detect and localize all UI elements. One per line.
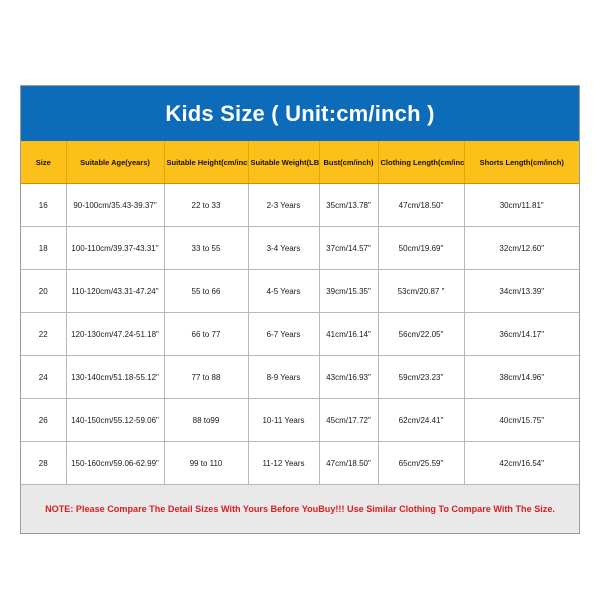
table-header-row: Size Suitable Age(years) Suitable Height(c…	[21, 141, 579, 184]
table-cell-r2-c5: 53cm/20.87 "	[378, 269, 465, 313]
table-row: 20 110-120cm/43.31-47.24" 55 to 66 4-5 Year…	[21, 269, 579, 313]
table-cell-r2-c1: 110-120cm/43.31-47.24"	[66, 269, 165, 313]
table-cell-r0-c2: 22 to 33	[164, 183, 249, 227]
note-text: NOTE: Please Compare The Detail Sizes Wi…	[45, 503, 555, 514]
table-cell-r4-c5: 59cm/23.23"	[378, 355, 465, 399]
column-header-4: Bust(cm/inch)	[319, 141, 379, 184]
table-cell-r1-c0: 18	[21, 226, 67, 270]
size-chart-card: Kids Size ( Unit:cm/inch ) Size Suitable …	[20, 85, 580, 534]
table-cell-r1-c2: 33 to 55	[164, 226, 249, 270]
table-cell-r3-c3: 6-7 Years	[248, 312, 320, 356]
table-cell-r5-c6: 40cm/15.75"	[464, 398, 579, 442]
table-cell-r5-c5: 62cm/24.41"	[378, 398, 465, 442]
table-cell-r0-c6: 30cm/11.81"	[464, 183, 579, 227]
table-cell-r4-c1: 130-140cm/51.18-55.12"	[66, 355, 165, 399]
table-cell-r5-c1: 140-150cm/55.12-59.06"	[66, 398, 165, 442]
column-header-1: Suitable Age(years)	[66, 141, 165, 184]
table-cell-r0-c3: 2-3 Years	[248, 183, 320, 227]
table-cell-r3-c6: 36cm/14.17"	[464, 312, 579, 356]
table-cell-r1-c6: 32cm/12.60"	[464, 226, 579, 270]
table-cell-r6-c3: 11-12 Years	[248, 441, 320, 485]
table-row: 28 150-160cm/59.06-62.99" 99 to 110 11-12 Y…	[21, 441, 579, 485]
column-header-0: Size	[21, 141, 67, 184]
table-cell-r2-c0: 20	[21, 269, 67, 313]
table-cell-r3-c0: 22	[21, 312, 67, 356]
table-row: 26 140-150cm/55.12-59.06" 88 to99 10-11 Yea…	[21, 398, 579, 442]
table-cell-r4-c2: 77 to 88	[164, 355, 249, 399]
table-cell-r5-c4: 45cm/17.72"	[319, 398, 379, 442]
table-cell-r4-c4: 43cm/16.93"	[319, 355, 379, 399]
table-cell-r6-c1: 150-160cm/59.06-62.99"	[66, 441, 165, 485]
table-cell-r4-c6: 38cm/14.96"	[464, 355, 579, 399]
table-cell-r1-c5: 50cm/19.69"	[378, 226, 465, 270]
table-cell-r0-c5: 47cm/18.50"	[378, 183, 465, 227]
table-cell-r6-c6: 42cm/16.54"	[464, 441, 579, 485]
table-row: 16 90-100cm/35.43-39.37" 22 to 33 2-3 Years…	[21, 183, 579, 227]
column-header-5: Clothing Length(cm/inch)	[378, 141, 465, 184]
column-header-2: Suitable Height(cm/inch)	[164, 141, 249, 184]
table-cell-r5-c3: 10-11 Years	[248, 398, 320, 442]
table-cell-r2-c3: 4-5 Years	[248, 269, 320, 313]
table-row: 18 100-110cm/39.37-43.31" 33 to 55 3-4 Year…	[21, 226, 579, 270]
chart-title: Kids Size ( Unit:cm/inch )	[165, 100, 435, 126]
size-table-body: 16 90-100cm/35.43-39.37" 22 to 33 2-3 Years…	[21, 183, 579, 485]
table-row: 22 120-130cm/47.24-51.18" 66 to 77 6-7 Year…	[21, 312, 579, 356]
table-cell-r3-c4: 41cm/16.14"	[319, 312, 379, 356]
table-cell-r1-c3: 3-4 Years	[248, 226, 320, 270]
table-cell-r3-c5: 56cm/22.05"	[378, 312, 465, 356]
size-table: Size Suitable Age(years) Suitable Height(c…	[21, 141, 579, 485]
column-header-3: Suitable Weight(LB)	[248, 141, 320, 184]
table-cell-r6-c4: 47cm/18.50"	[319, 441, 379, 485]
table-cell-r4-c3: 8-9 Years	[248, 355, 320, 399]
table-row: 24 130-140cm/51.18-55.12" 77 to 88 8-9 Year…	[21, 355, 579, 399]
table-cell-r1-c1: 100-110cm/39.37-43.31"	[66, 226, 165, 270]
table-cell-r4-c0: 24	[21, 355, 67, 399]
column-header-6: Shorts Length(cm/inch)	[464, 141, 579, 184]
table-cell-r2-c6: 34cm/13.39"	[464, 269, 579, 313]
table-cell-r3-c1: 120-130cm/47.24-51.18"	[66, 312, 165, 356]
note-bar: NOTE: Please Compare The Detail Sizes Wi…	[21, 485, 579, 533]
table-cell-r0-c4: 35cm/13.78"	[319, 183, 379, 227]
size-table-header: Size Suitable Age(years) Suitable Height(c…	[21, 141, 579, 184]
table-cell-r0-c0: 16	[21, 183, 67, 227]
table-cell-r0-c1: 90-100cm/35.43-39.37"	[66, 183, 165, 227]
table-cell-r6-c5: 65cm/25.59"	[378, 441, 465, 485]
table-cell-r6-c2: 99 to 110	[164, 441, 249, 485]
table-cell-r5-c2: 88 to99	[164, 398, 249, 442]
chart-title-bar: Kids Size ( Unit:cm/inch )	[21, 86, 579, 141]
table-cell-r2-c4: 39cm/15.35"	[319, 269, 379, 313]
table-cell-r2-c2: 55 to 66	[164, 269, 249, 313]
table-cell-r3-c2: 66 to 77	[164, 312, 249, 356]
table-cell-r6-c0: 28	[21, 441, 67, 485]
table-cell-r1-c4: 37cm/14.57"	[319, 226, 379, 270]
table-cell-r5-c0: 26	[21, 398, 67, 442]
